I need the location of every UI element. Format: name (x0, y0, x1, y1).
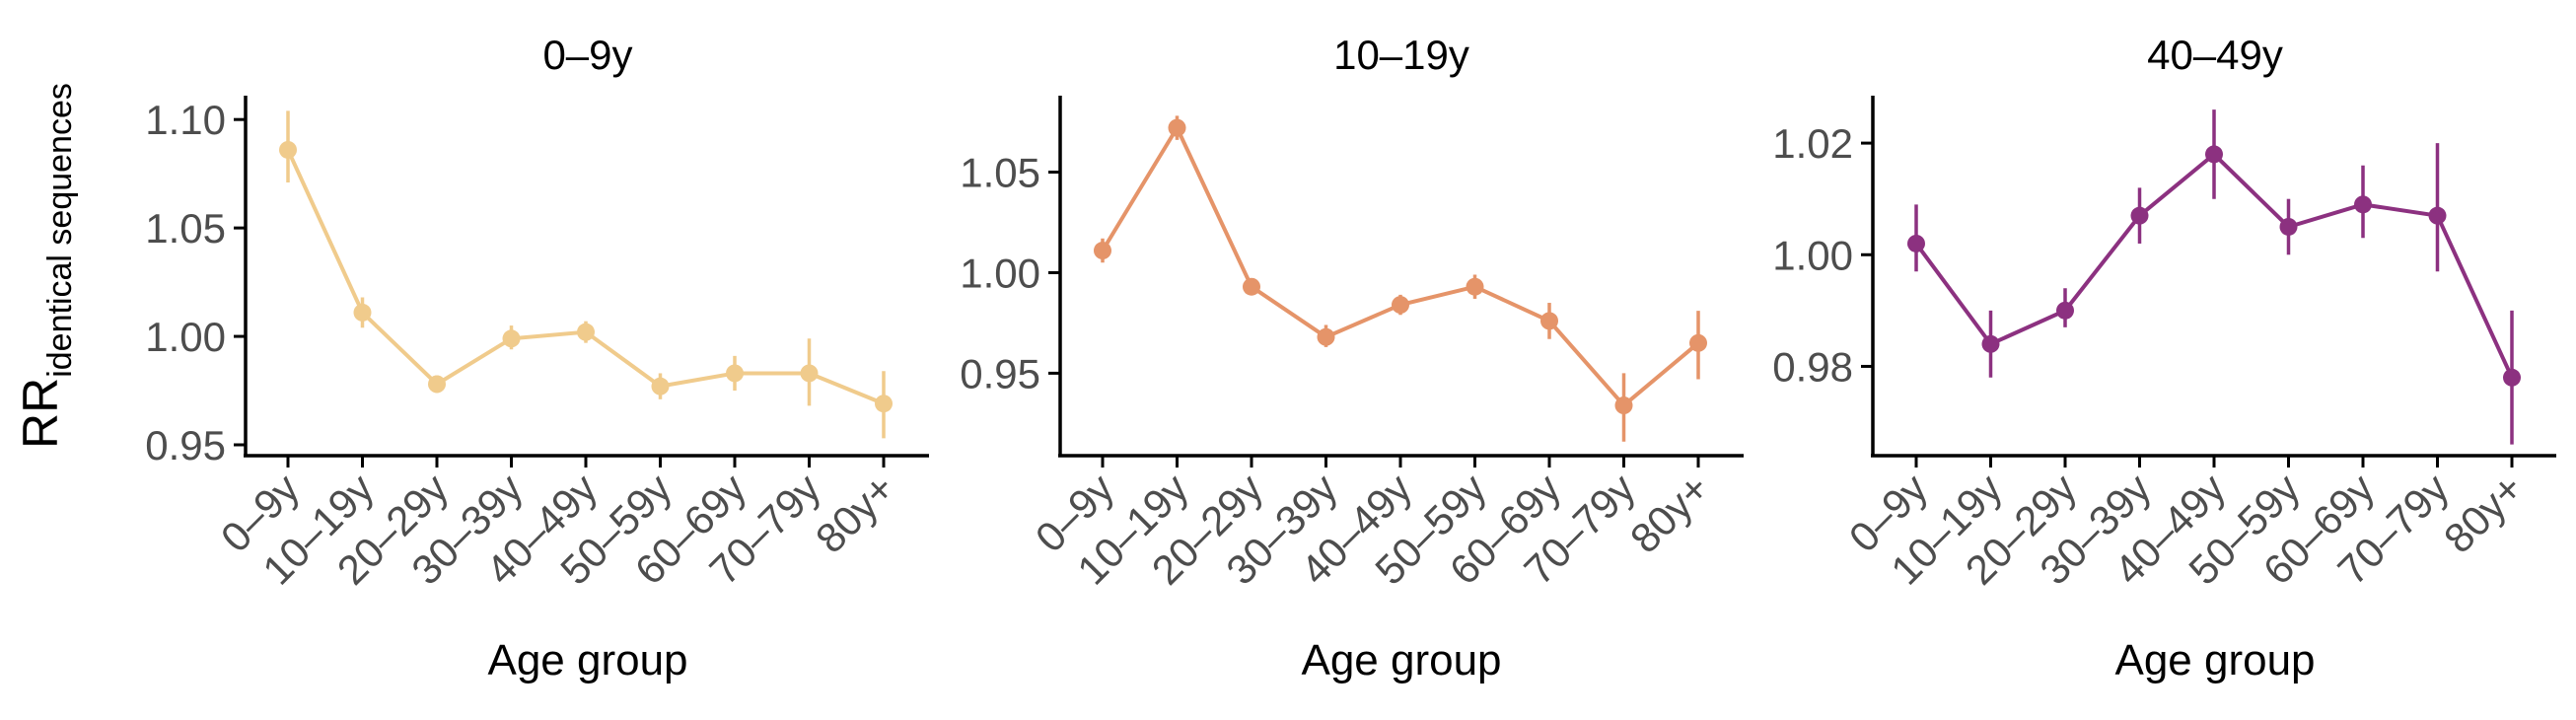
y-ticks: 0.95 1.00 1.05 (960, 149, 1060, 396)
x-ticks: 0–9y10–19y20–29y30–39y40–49y50–59y60–69y… (212, 456, 903, 594)
x-axis-title: Age group (1301, 636, 1501, 684)
y-axis-label-subscript: identical sequences (41, 83, 79, 378)
data-point (279, 140, 297, 159)
data-point (800, 364, 819, 383)
x-tick-label: 80y+ (807, 465, 903, 561)
data-point (428, 375, 446, 394)
data-point (2130, 206, 2149, 225)
data-point (875, 395, 893, 413)
data-points (1907, 145, 2521, 387)
y-ticks: 0.95 1.00 1.05 1.10 (145, 97, 246, 468)
data-point (1094, 242, 1111, 260)
data-point (1317, 327, 1335, 346)
y-tick-label: 1.05 (145, 205, 226, 252)
series-line (1101, 123, 1700, 408)
y-axis-label: RRidentical sequences (13, 83, 79, 449)
data-point (353, 303, 372, 322)
x-tick-label: 80y+ (2435, 465, 2532, 561)
data-point (1614, 396, 1633, 415)
data-points (1094, 118, 1707, 415)
x-ticks: 0–9y10–19y20–29y30–39y40–49y50–59y60–69y… (1027, 456, 1718, 594)
y-ticks: 0.98 1.00 1.02 (1772, 120, 1873, 390)
y-tick-label: 1.02 (1772, 120, 1853, 167)
x-ticks: 0–9y10–19y20–29y30–39y40–49y50–59y60–69y… (1840, 456, 2532, 594)
data-point (1243, 277, 1260, 296)
y-axis-label-main: RR (13, 378, 68, 449)
data-point (1689, 333, 1707, 352)
x-axis-title: Age group (487, 636, 687, 684)
data-point (1907, 234, 1925, 252)
panel-title: 0–9y (542, 32, 632, 78)
y-tick-label: 0.95 (145, 422, 226, 468)
data-point (1392, 296, 1409, 315)
data-point (1540, 312, 1558, 330)
data-point (502, 329, 521, 348)
y-tick-label: 1.00 (145, 314, 226, 360)
data-point (2205, 145, 2223, 164)
data-point (726, 364, 744, 383)
panel-1: 10–19y 0.95 1.00 1.05 0–9y10–19y20–29y30–3… (960, 32, 1744, 684)
panel-title: 40–49y (2147, 32, 2283, 78)
data-point (651, 377, 670, 396)
data-point (1466, 277, 1484, 296)
data-point (1168, 118, 1186, 137)
y-tick-label: 1.05 (960, 149, 1040, 195)
data-point (2503, 368, 2521, 387)
data-point (1981, 334, 2000, 353)
panel-title: 10–19y (1333, 32, 1469, 78)
x-axis-title: Age group (2114, 636, 2315, 684)
panel-2: 40–49y 0.98 1.00 1.02 0–9y10–19y20–29y30–3… (1772, 32, 2556, 684)
x-tick-label: 80y+ (1621, 465, 1718, 561)
data-point (2428, 206, 2447, 225)
error-bars (286, 110, 886, 439)
data-point (2056, 301, 2074, 320)
data-points (279, 140, 893, 413)
data-point (2354, 195, 2372, 214)
series-line (286, 149, 885, 406)
y-tick-label: 0.95 (960, 350, 1040, 396)
panel-0: 0–9y 0.95 1.00 1.05 1.10 0–9y10–19y20–29y30… (145, 32, 929, 684)
y-tick-label: 0.98 (1772, 343, 1853, 390)
data-point (2279, 217, 2298, 236)
data-point (577, 323, 595, 341)
y-tick-label: 1.10 (145, 97, 226, 143)
y-tick-label: 1.00 (1772, 232, 1853, 278)
error-bars (1101, 115, 1700, 442)
y-tick-label: 1.00 (960, 250, 1040, 296)
